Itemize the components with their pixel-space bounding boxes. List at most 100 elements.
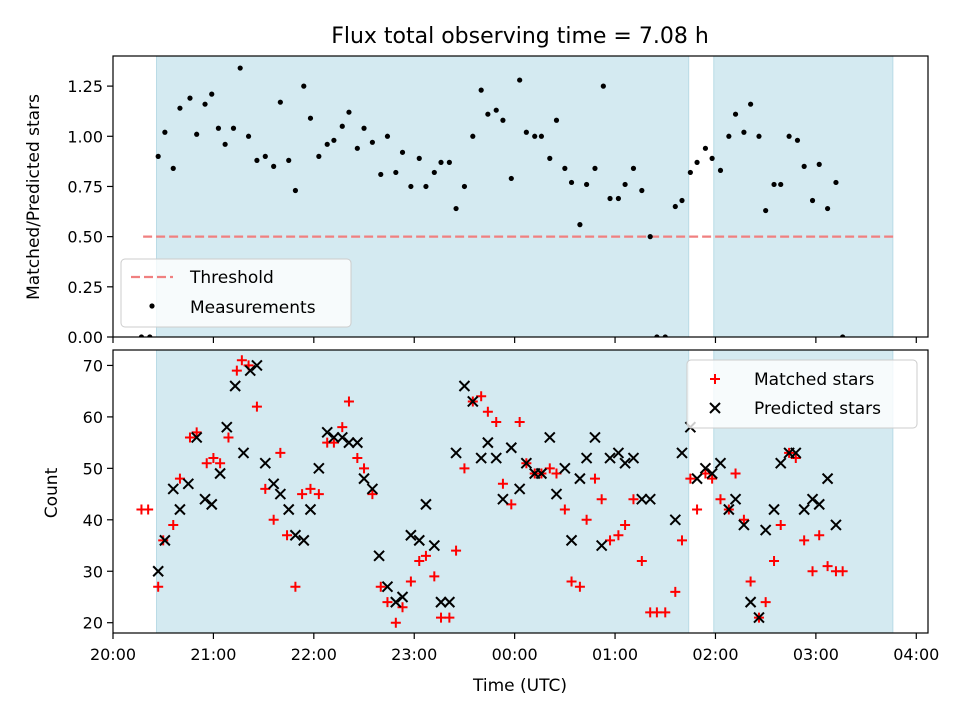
cross-point-1-61	[619, 457, 631, 469]
legend-measurements-label: Measurements	[190, 298, 316, 318]
cross-point-1-69	[699, 462, 712, 475]
plus-point-0-22	[305, 483, 316, 494]
cross-point-1-41	[467, 395, 479, 408]
dot-point-0-17	[271, 163, 277, 169]
y-tick-label: 50	[83, 459, 103, 478]
dot-point-0-31	[378, 171, 384, 178]
legend-measurements-swatch	[149, 303, 155, 309]
plus-point-0-18	[275, 447, 286, 458]
top-chart-title: Flux total observing time = 7.08 h	[331, 24, 709, 49]
dot-point-0-5	[177, 105, 183, 111]
dot-point-0-86	[801, 163, 807, 169]
dot-point-0-50	[523, 129, 529, 135]
cross-point-1-22	[321, 426, 333, 439]
dot-point-0-6	[187, 95, 193, 101]
plus-point-0-83	[775, 519, 786, 530]
cross-point-1-70	[706, 467, 718, 480]
plus-point-0-25	[328, 437, 339, 448]
cross-point-1-37	[435, 596, 447, 608]
y-tick-label: 1.00	[67, 127, 103, 146]
dot-point-0-63	[622, 181, 628, 188]
dot-point-0-40	[446, 159, 452, 165]
dot-point-0-82	[771, 181, 777, 188]
plus-point-0-77	[730, 468, 741, 479]
dot-point-0-15	[254, 157, 260, 163]
axes-frame	[112, 55, 929, 338]
cross-point-1-85	[821, 472, 834, 485]
cross-point-1-20	[304, 503, 317, 516]
dot-point-0-64	[630, 165, 637, 171]
plus-point-0-88	[814, 530, 825, 541]
dot-point-0-16	[262, 153, 268, 159]
cross-point-1-7	[206, 498, 218, 511]
cross-point-1-26	[351, 436, 364, 449]
dot-point-0-90	[833, 179, 839, 186]
cross-point-1-21	[313, 462, 325, 475]
plus-point-0-7	[191, 427, 202, 438]
dot-point-0-12	[230, 125, 237, 131]
cross-point-1-83	[806, 493, 819, 505]
observing-window-1	[156, 350, 690, 633]
dot-point-0-53	[547, 155, 553, 161]
y-tick-label: 30	[83, 562, 103, 581]
dot-point-0-20	[292, 187, 299, 194]
dot-point-0-39	[438, 159, 444, 165]
plus-point-0-41	[451, 545, 462, 556]
dot-point-0-88	[816, 161, 822, 167]
cross-point-1-27	[358, 472, 370, 485]
cross-point-1-62	[627, 452, 640, 464]
plus-point-0-87	[807, 566, 818, 577]
dot-point-0-36	[416, 155, 422, 161]
plus-point-0-4	[168, 519, 179, 530]
plus-point-0-56	[566, 576, 577, 587]
cross-point-1-25	[343, 436, 355, 449]
plus-point-0-68	[660, 607, 671, 618]
dot-point-0-60	[600, 83, 606, 89]
plus-point-0-67	[651, 607, 662, 618]
dot-point-0-52	[538, 133, 545, 139]
cross-point-1-32	[396, 591, 409, 603]
plus-point-0-91	[837, 566, 848, 577]
plus-point-0-65	[636, 555, 647, 566]
x-tick-label: 02:00	[692, 645, 738, 664]
dot-point-0-67	[654, 334, 660, 337]
plus-point-0-60	[596, 494, 607, 505]
cross-point-1-56	[580, 452, 593, 464]
x-tick-label: 01:00	[592, 645, 638, 664]
plus-point-0-37	[420, 550, 431, 561]
plus-point-0-75	[715, 494, 726, 505]
cross-point-1-29	[373, 550, 385, 562]
legend-predicted-label: Predicted stars	[754, 399, 881, 419]
cross-point-1-74	[738, 519, 750, 531]
cross-point-1-4	[182, 478, 195, 490]
cross-point-1-57	[589, 431, 601, 444]
plus-point-0-70	[676, 535, 687, 546]
dot-point-0-44	[478, 87, 484, 93]
cross-point-1-39	[450, 447, 462, 459]
dot-point-0-38	[431, 169, 437, 176]
cross-point-1-59	[604, 452, 616, 464]
plus-point-0-49	[514, 417, 525, 428]
y-tick-label: 1.25	[67, 77, 103, 96]
dot-point-0-66	[647, 234, 653, 240]
cross-point-1-36	[428, 539, 441, 552]
dot-point-0-91	[840, 334, 846, 337]
y-tick-label: 0.00	[67, 328, 103, 347]
dot-point-0-37	[423, 183, 429, 190]
cross-point-1-2	[167, 483, 179, 495]
legend-matched-swatch	[710, 374, 720, 384]
dot-point-0-24	[324, 141, 330, 147]
plus-point-0-36	[414, 555, 425, 566]
dot-point-0-43	[470, 133, 476, 139]
cross-point-1-77	[759, 524, 772, 536]
plus-point-0-2	[153, 581, 164, 592]
plus-point-0-8	[201, 458, 212, 469]
cross-point-1-18	[289, 529, 302, 541]
dot-point-0-41	[453, 205, 459, 212]
plus-point-0-19	[282, 530, 293, 541]
cross-point-1-72	[723, 503, 735, 516]
dot-point-0-45	[485, 111, 491, 117]
matched-ratio-panel: 0.00 0.25 0.50 0.75 1.00 1.25 Threshold Measure…	[67, 55, 929, 347]
dot-point-0-47	[500, 117, 506, 123]
dot-point-0-48	[508, 175, 514, 182]
